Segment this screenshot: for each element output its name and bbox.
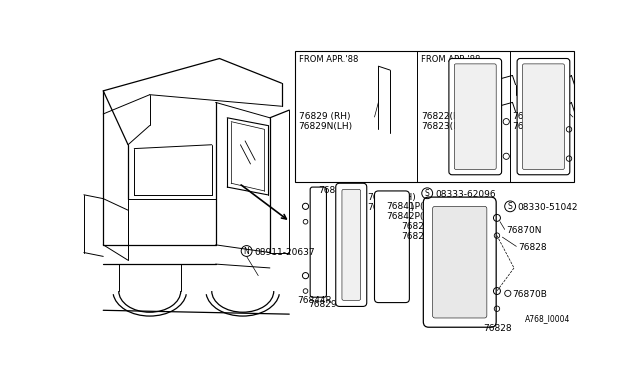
FancyBboxPatch shape bbox=[449, 58, 502, 175]
Text: N: N bbox=[244, 247, 250, 256]
FancyBboxPatch shape bbox=[336, 183, 367, 307]
Text: 76870B: 76870B bbox=[513, 290, 547, 299]
Text: 76823(LH): 76823(LH) bbox=[513, 122, 560, 131]
Text: 76828: 76828 bbox=[518, 243, 547, 252]
FancyBboxPatch shape bbox=[342, 189, 360, 300]
Text: 76822(RH): 76822(RH) bbox=[513, 112, 561, 121]
Text: 76870N: 76870N bbox=[506, 225, 541, 235]
Bar bbox=[375, 105, 379, 111]
Text: 76842P(LH): 76842P(LH) bbox=[386, 212, 439, 221]
Text: 08333-62096: 08333-62096 bbox=[435, 190, 495, 199]
Text: 76844R: 76844R bbox=[297, 296, 332, 305]
Text: 76829 (RH): 76829 (RH) bbox=[298, 112, 350, 121]
Text: 76829: 76829 bbox=[308, 300, 337, 309]
Text: FROM APR.'88: FROM APR.'88 bbox=[421, 55, 481, 64]
Text: 76829N(LH): 76829N(LH) bbox=[298, 122, 353, 131]
FancyBboxPatch shape bbox=[454, 64, 496, 169]
Text: 76844R: 76844R bbox=[319, 186, 353, 195]
Text: S: S bbox=[425, 189, 429, 198]
Text: 76828: 76828 bbox=[483, 324, 511, 333]
FancyBboxPatch shape bbox=[433, 206, 487, 318]
Text: 76831(RH): 76831(RH) bbox=[367, 193, 415, 202]
FancyBboxPatch shape bbox=[310, 187, 326, 297]
FancyBboxPatch shape bbox=[374, 191, 410, 302]
Text: 76825(LH): 76825(LH) bbox=[402, 232, 449, 241]
Text: FROM APR.'88: FROM APR.'88 bbox=[298, 55, 358, 64]
Text: 76822(RH): 76822(RH) bbox=[421, 112, 470, 121]
FancyBboxPatch shape bbox=[522, 64, 564, 169]
Bar bbox=[375, 78, 379, 84]
Text: 76824(RH): 76824(RH) bbox=[402, 222, 450, 231]
Text: 76841P(RH): 76841P(RH) bbox=[386, 202, 440, 212]
Text: 08330-51042: 08330-51042 bbox=[518, 203, 579, 212]
FancyBboxPatch shape bbox=[517, 58, 570, 175]
Text: 76823(LH): 76823(LH) bbox=[421, 122, 468, 131]
Text: S: S bbox=[508, 202, 513, 211]
Text: A768_I0004: A768_I0004 bbox=[525, 314, 571, 323]
Bar bbox=[294, 51, 573, 182]
Text: 76832(LH): 76832(LH) bbox=[367, 203, 414, 212]
FancyBboxPatch shape bbox=[423, 197, 496, 327]
Text: 08911-20637: 08911-20637 bbox=[254, 248, 315, 257]
